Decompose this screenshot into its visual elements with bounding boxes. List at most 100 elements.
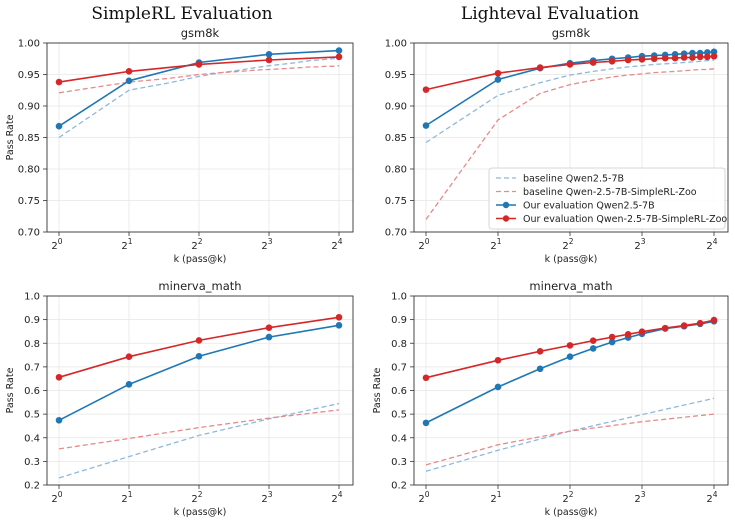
y-tick-label: 0.70 [18, 228, 40, 239]
data-point-our-evaluation-qwen-2-5-7b-simplerl-zoo [422, 374, 430, 382]
y-tick-label: 0.9 [391, 315, 407, 326]
x-axis-label: k (pass@k) [545, 507, 598, 518]
data-point-our-evaluation-qwen-2-5-7b-simplerl-zoo [638, 56, 646, 63]
series-line-baseline-qwen-2-5-7b-simplerl-zoo [425, 68, 715, 220]
x-tick-label: 20 [51, 237, 62, 252]
chart-panel-4: 0.2 0.3 0.4 0.5 0.6 0.7 0.8 0.9 1.0 20 21 22 23 24 min… [372, 279, 729, 518]
y-tick-label: 1.0 [24, 292, 40, 303]
y-tick-label: 0.80 [18, 165, 40, 176]
data-point-our-evaluation-qwen2-5-7b [195, 352, 203, 360]
y-tick-label: 0.4 [24, 433, 40, 444]
data-point-our-evaluation-qwen-2-5-7b-simplerl-zoo [624, 330, 632, 338]
y-tick-label: 0.9 [24, 315, 40, 326]
data-point-our-evaluation-qwen2-5-7b [422, 122, 430, 129]
y-tick-label: 0.85 [385, 133, 407, 144]
series-line-baseline-qwen2-5-7b [58, 56, 340, 139]
legend-label: Our evaluation Qwen2.5-7B [523, 201, 655, 212]
legend-label: baseline Qwen2.5-7B [523, 174, 624, 185]
y-tick-label: 0.95 [18, 70, 40, 81]
chart-panel-3: 0.2 0.3 0.4 0.5 0.6 0.7 0.8 0.9 1.0 20 21 22 23 24 min… [5, 279, 354, 518]
legend-marker [502, 215, 510, 222]
data-point-our-evaluation-qwen-2-5-7b-simplerl-zoo [608, 333, 616, 341]
x-tick-label: 21 [121, 237, 132, 252]
y-tick-label: 0.80 [385, 165, 407, 176]
data-point-our-evaluation-qwen-2-5-7b-simplerl-zoo [195, 61, 203, 68]
x-tick-label: 24 [331, 490, 342, 505]
series-line-baseline-qwen-2-5-7b-simplerl-zoo [58, 65, 340, 94]
data-point-our-evaluation-qwen2-5-7b [589, 345, 597, 352]
x-tick-label: 23 [261, 490, 272, 505]
y-tick-label: 0.4 [391, 433, 407, 444]
x-tick-label: 20 [418, 237, 429, 252]
data-point-our-evaluation-qwen-2-5-7b-simplerl-zoo [195, 337, 203, 344]
x-tick-label: 22 [191, 237, 202, 252]
series-line-our-evaluation-qwen-2-5-7b-simplerl-zoo [425, 55, 715, 91]
legend-label: Our evaluation Qwen-2.5-7B-SimpleRL-Zoo [523, 214, 727, 225]
data-point-our-evaluation-qwen-2-5-7b-simplerl-zoo [650, 55, 658, 63]
data-point-our-evaluation-qwen2-5-7b [125, 77, 133, 85]
y-tick-label: 1.0 [391, 292, 407, 303]
data-point-our-evaluation-qwen-2-5-7b-simplerl-zoo [680, 322, 688, 329]
legend-label: baseline Qwen-2.5-7B-SimpleRL-Zoo [523, 187, 697, 198]
x-tick-label: 21 [121, 490, 132, 505]
x-axis-label: k (pass@k) [174, 254, 227, 265]
x-tick-label: 24 [706, 490, 717, 505]
data-point-our-evaluation-qwen-2-5-7b-simplerl-zoo [696, 53, 704, 61]
y-tick-label: 0.5 [391, 410, 407, 421]
plot-frame [413, 42, 729, 233]
y-tick-label: 0.85 [18, 133, 40, 144]
data-point-our-evaluation-qwen2-5-7b [422, 419, 430, 427]
plot-frame [46, 295, 354, 486]
y-tick-label: 0.90 [385, 102, 407, 113]
data-point-our-evaluation-qwen-2-5-7b-simplerl-zoo [422, 86, 430, 93]
x-tick-label: 20 [418, 490, 429, 505]
y-tick-label: 0.2 [24, 481, 40, 492]
y-tick-label: 0.75 [385, 196, 407, 207]
data-point-our-evaluation-qwen-2-5-7b-simplerl-zoo [680, 54, 688, 61]
y-axis-label: Pass Rate [5, 367, 16, 413]
y-tick-label: 0.2 [391, 481, 407, 492]
chart-panel-2: 0.70 0.75 0.80 0.85 0.90 0.95 1.00 20 21 22 23 24 gs… [385, 26, 729, 265]
data-point-our-evaluation-qwen-2-5-7b-simplerl-zoo [608, 57, 616, 65]
data-point-our-evaluation-qwen-2-5-7b-simplerl-zoo [536, 64, 544, 71]
data-point-our-evaluation-qwen-2-5-7b-simplerl-zoo [696, 319, 704, 327]
series-line-baseline-qwen-2-5-7b-simplerl-zoo [425, 413, 715, 466]
data-point-our-evaluation-qwen2-5-7b [566, 353, 574, 361]
data-point-our-evaluation-qwen-2-5-7b-simplerl-zoo [624, 56, 632, 64]
data-point-our-evaluation-qwen-2-5-7b-simplerl-zoo [265, 56, 273, 64]
y-tick-label: 1.00 [18, 39, 40, 50]
data-point-our-evaluation-qwen-2-5-7b-simplerl-zoo [335, 53, 343, 61]
y-tick-label: 0.90 [18, 102, 40, 113]
data-point-our-evaluation-qwen-2-5-7b-simplerl-zoo [536, 347, 544, 355]
heading-simplerl-evaluation: SimpleRL Evaluation [91, 4, 273, 24]
y-tick-label: 0.8 [391, 339, 407, 350]
heading-lighteval-evaluation: Lighteval Evaluation [460, 4, 640, 24]
series-line-baseline-qwen2-5-7b [425, 397, 715, 472]
x-axis-label: k (pass@k) [545, 254, 598, 265]
legend-box [488, 167, 726, 230]
y-tick-label: 0.6 [391, 386, 407, 397]
y-tick-label: 0.5 [24, 410, 40, 421]
data-point-our-evaluation-qwen2-5-7b [265, 51, 273, 58]
data-point-our-evaluation-qwen-2-5-7b-simplerl-zoo [710, 316, 718, 324]
data-point-our-evaluation-qwen-2-5-7b-simplerl-zoo [661, 54, 669, 62]
series-line-baseline-qwen-2-5-7b-simplerl-zoo [58, 409, 340, 450]
series-line-baseline-qwen2-5-7b [58, 402, 340, 479]
legend-marker [502, 201, 510, 209]
x-tick-label: 22 [562, 490, 573, 505]
data-point-our-evaluation-qwen-2-5-7b-simplerl-zoo [125, 353, 133, 361]
data-point-our-evaluation-qwen-2-5-7b-simplerl-zoo [638, 328, 646, 335]
x-tick-label: 22 [191, 490, 202, 505]
data-point-our-evaluation-qwen-2-5-7b-simplerl-zoo [566, 61, 574, 68]
x-tick-label: 21 [490, 490, 501, 505]
y-tick-label: 0.6 [24, 386, 40, 397]
data-point-our-evaluation-qwen-2-5-7b-simplerl-zoo [710, 52, 718, 60]
data-point-our-evaluation-qwen-2-5-7b-simplerl-zoo [494, 356, 502, 364]
y-tick-label: 0.3 [24, 457, 40, 468]
chart-title: gsm8k [181, 26, 220, 40]
legend: baseline Qwen2.5-7B baseline Qwen-2.5-7B-… [488, 167, 727, 230]
data-point-our-evaluation-qwen-2-5-7b-simplerl-zoo [589, 337, 597, 344]
chart-title: gsm8k [552, 26, 591, 40]
data-point-our-evaluation-qwen-2-5-7b-simplerl-zoo [55, 78, 63, 86]
